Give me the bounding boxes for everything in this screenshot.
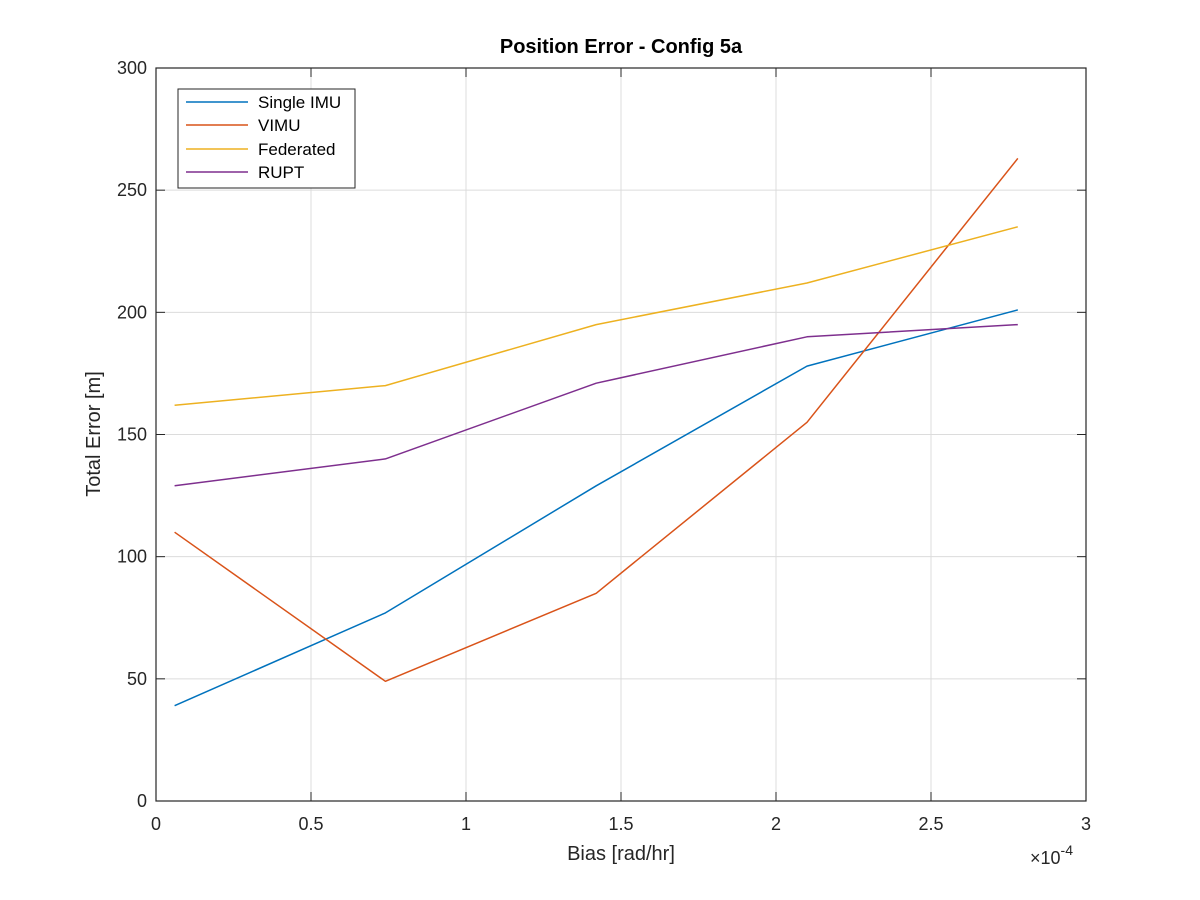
ticks bbox=[155, 67, 1087, 802]
y-tick-label: 300 bbox=[117, 58, 147, 78]
x-tick-label: 2 bbox=[771, 814, 781, 834]
chart-title: Position Error - Config 5a bbox=[500, 36, 743, 58]
legend-label-rupt: RUPT bbox=[258, 163, 304, 182]
y-tick-label: 0 bbox=[137, 791, 147, 811]
series-line-vimu bbox=[174, 157, 1019, 683]
x-tick-label: 3 bbox=[1081, 814, 1091, 834]
x-tick-label: 0.5 bbox=[298, 814, 323, 834]
y-tick-label: 200 bbox=[117, 302, 147, 322]
series-line-rupt bbox=[174, 323, 1018, 487]
x-exponent-power: -4 bbox=[1061, 842, 1074, 858]
y-tick-label: 250 bbox=[117, 180, 147, 200]
y-tick-labels: 0 50 100 150 200 250 300 bbox=[117, 58, 147, 811]
grid bbox=[156, 68, 1086, 801]
series-line-single-imu bbox=[174, 309, 1018, 707]
y-tick-label: 150 bbox=[117, 425, 147, 445]
y-tick-label: 50 bbox=[127, 669, 147, 689]
x-tick-label: 2.5 bbox=[918, 814, 943, 834]
x-tick-label: 0 bbox=[151, 814, 161, 834]
legend-label-vimu: VIMU bbox=[258, 116, 301, 135]
x-tick-label: 1.5 bbox=[608, 814, 633, 834]
series-lines bbox=[174, 157, 1019, 707]
legend: Single IMU VIMU Federated RUPT bbox=[177, 88, 356, 189]
series-line-federated bbox=[174, 226, 1018, 406]
x-axis-label: Bias [rad/hr] bbox=[567, 843, 675, 865]
x-axis-exponent: ×10-4 bbox=[1030, 842, 1073, 868]
y-tick-label: 100 bbox=[117, 547, 147, 567]
x-tick-label: 1 bbox=[461, 814, 471, 834]
legend-label-single-imu: Single IMU bbox=[258, 93, 341, 112]
x-tick-labels: 0 0.5 1 1.5 2 2.5 3 bbox=[151, 814, 1091, 834]
y-axis-label: Total Error [m] bbox=[83, 371, 105, 497]
legend-label-federated: Federated bbox=[258, 140, 336, 159]
x-exponent-base: ×10 bbox=[1030, 848, 1061, 868]
